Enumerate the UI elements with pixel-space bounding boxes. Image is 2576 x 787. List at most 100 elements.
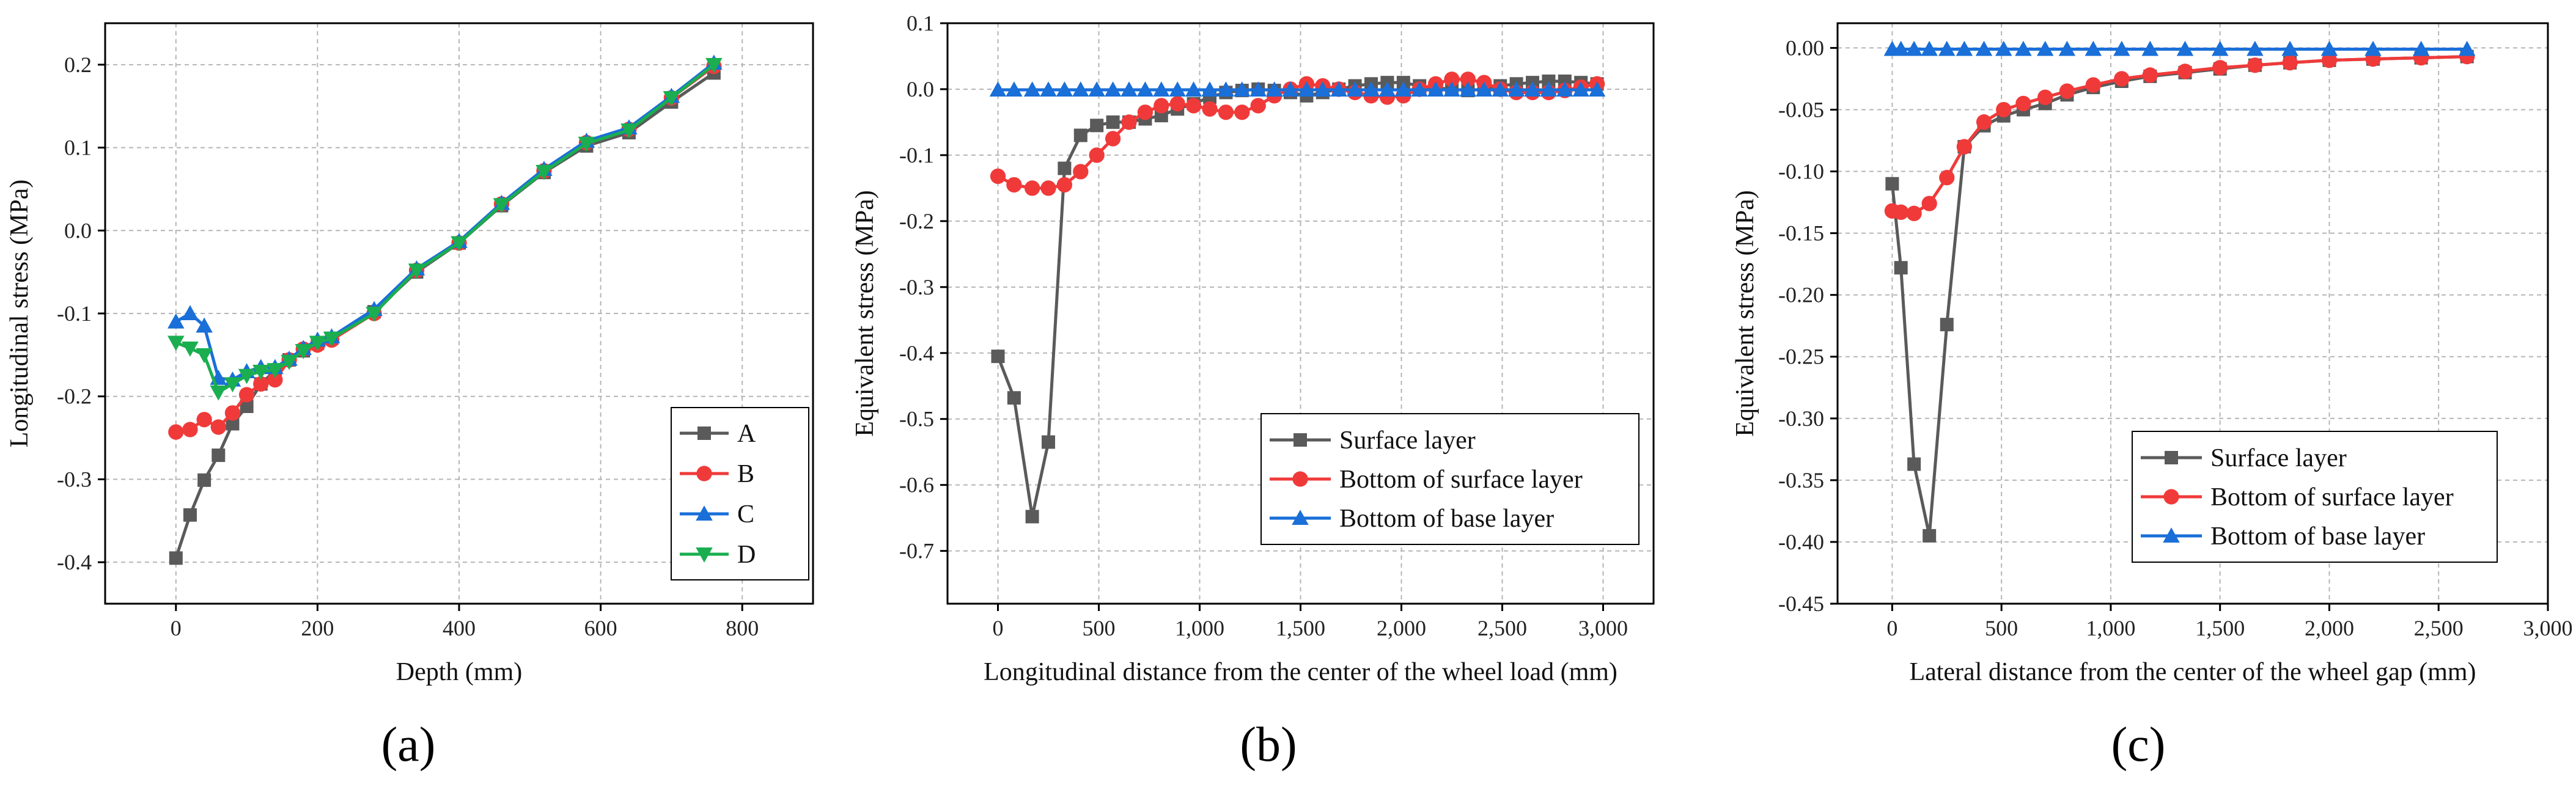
data-point-3 <box>182 342 199 357</box>
y-tick-label: 0.1 <box>64 136 92 160</box>
y-tick-label: -0.35 <box>1778 468 1824 492</box>
y-tick-label: -0.30 <box>1778 406 1824 431</box>
panel-label-a: (a) <box>381 718 436 772</box>
data-point-3 <box>267 363 284 379</box>
x-tick-label: 400 <box>443 616 476 640</box>
data-point-1 <box>1121 114 1137 130</box>
legend-swatch-marker <box>1292 510 1309 525</box>
data-point-2 <box>1443 81 1460 97</box>
y-tick-label: -0.6 <box>899 473 934 497</box>
data-point-2 <box>2058 40 2076 56</box>
data-point-1 <box>1024 180 1040 196</box>
y-tick-label: -0.3 <box>899 275 934 299</box>
x-tick-label: 1,000 <box>2086 616 2135 640</box>
y-tick-label: -0.5 <box>899 407 934 431</box>
data-point-1 <box>182 422 198 437</box>
data-point-2 <box>2412 40 2430 56</box>
data-point-2 <box>1492 81 1509 97</box>
x-tick-label: 500 <box>1083 616 1116 640</box>
legend-label: Bottom of surface layer <box>1339 466 1583 494</box>
data-point-2 <box>1524 81 1541 97</box>
data-point-2 <box>2211 40 2229 56</box>
data-point-0 <box>1885 177 1899 191</box>
data-point-1 <box>1906 205 1922 221</box>
data-point-2 <box>1314 81 1331 97</box>
data-point-2 <box>1378 81 1396 97</box>
data-point-1 <box>210 419 226 435</box>
data-point-2 <box>1249 81 1267 97</box>
data-point-3 <box>408 263 425 279</box>
data-point-2 <box>2015 40 2032 56</box>
data-point-2 <box>1121 81 1138 97</box>
data-point-2 <box>1411 81 1428 97</box>
data-point-1 <box>1040 180 1056 196</box>
data-point-2 <box>2141 40 2159 56</box>
data-point-2 <box>1892 40 1910 56</box>
legend-box <box>671 407 809 580</box>
data-point-3 <box>210 385 227 401</box>
x-tick-label: 0 <box>1886 616 1897 640</box>
data-point-1 <box>196 412 212 428</box>
data-point-0 <box>991 350 1005 364</box>
y-axis-label: Equivalent stress (MPa) <box>851 190 879 437</box>
data-point-1 <box>1006 177 1022 193</box>
chart-a: 0 200 400 600 800 -0.4 -0.3 -0.2 -0.1 0.0 0.1 0.2 De… <box>6 22 814 686</box>
x-tick-label: 2,500 <box>2414 616 2464 640</box>
x-tick-label: 0 <box>171 616 182 640</box>
legend-label: C <box>737 500 754 529</box>
legend-swatch-marker <box>697 426 711 440</box>
data-point-2 <box>1104 81 1122 97</box>
series-line-2 <box>175 62 715 382</box>
data-point-1 <box>1073 164 1089 180</box>
data-point-1 <box>1218 104 1234 120</box>
data-point-2 <box>1006 81 1023 97</box>
data-point-3 <box>224 377 241 393</box>
data-point-1 <box>1137 104 1154 120</box>
data-point-2 <box>1938 40 1956 56</box>
legend-swatch-marker <box>696 466 712 481</box>
data-point-2 <box>1363 81 1380 97</box>
data-point-2 <box>1217 81 1235 97</box>
x-axis-label: Lateral distance from the center of the … <box>1909 658 2476 686</box>
x-tick-label: 1,500 <box>1276 616 1325 640</box>
data-point-3 <box>493 198 510 213</box>
data-point-3 <box>451 236 468 252</box>
y-tick-label: -0.25 <box>1778 345 1824 369</box>
data-point-2 <box>1072 81 1089 97</box>
y-tick-label: 0.00 <box>1786 35 1824 60</box>
x-tick-label: 1,500 <box>2195 616 2245 640</box>
x-tick-label: 2,000 <box>1377 616 1426 640</box>
data-point-1 <box>2282 55 2298 71</box>
data-point-1 <box>1460 71 1476 87</box>
x-tick-label: 1,000 <box>1175 616 1224 640</box>
y-tick-label: 0.1 <box>907 11 934 35</box>
y-tick-label: -0.1 <box>57 301 92 326</box>
data-point-2 <box>1395 81 1412 97</box>
data-point-2 <box>2281 40 2298 56</box>
data-point-2 <box>2320 40 2338 56</box>
data-point-1 <box>1234 104 1250 120</box>
legend-swatch-marker <box>2163 489 2179 505</box>
data-point-2 <box>1427 81 1444 97</box>
data-point-2 <box>1540 81 1558 97</box>
data-point-0 <box>1907 457 1921 471</box>
data-point-2 <box>1201 81 1218 97</box>
y-tick-label: -0.20 <box>1778 283 1824 307</box>
data-point-2 <box>1136 81 1154 97</box>
data-point-1 <box>1996 101 2012 118</box>
panel-label-b: (b) <box>1240 718 1297 772</box>
data-point-1 <box>990 168 1006 185</box>
data-point-1 <box>1250 98 1266 114</box>
y-tick-label: -0.2 <box>899 209 934 233</box>
plot-frame <box>1836 22 2549 605</box>
data-point-0 <box>226 417 240 431</box>
data-point-1 <box>168 424 184 440</box>
data-point-1 <box>253 376 269 392</box>
legend-swatch-marker <box>696 505 713 521</box>
y-tick-label: -0.7 <box>899 539 934 563</box>
data-point-3 <box>309 335 326 351</box>
y-axis-label: Longitudinal stress (MPa) <box>6 180 34 448</box>
data-point-0 <box>1894 261 1908 275</box>
x-axis-label: Depth (mm) <box>396 658 522 686</box>
